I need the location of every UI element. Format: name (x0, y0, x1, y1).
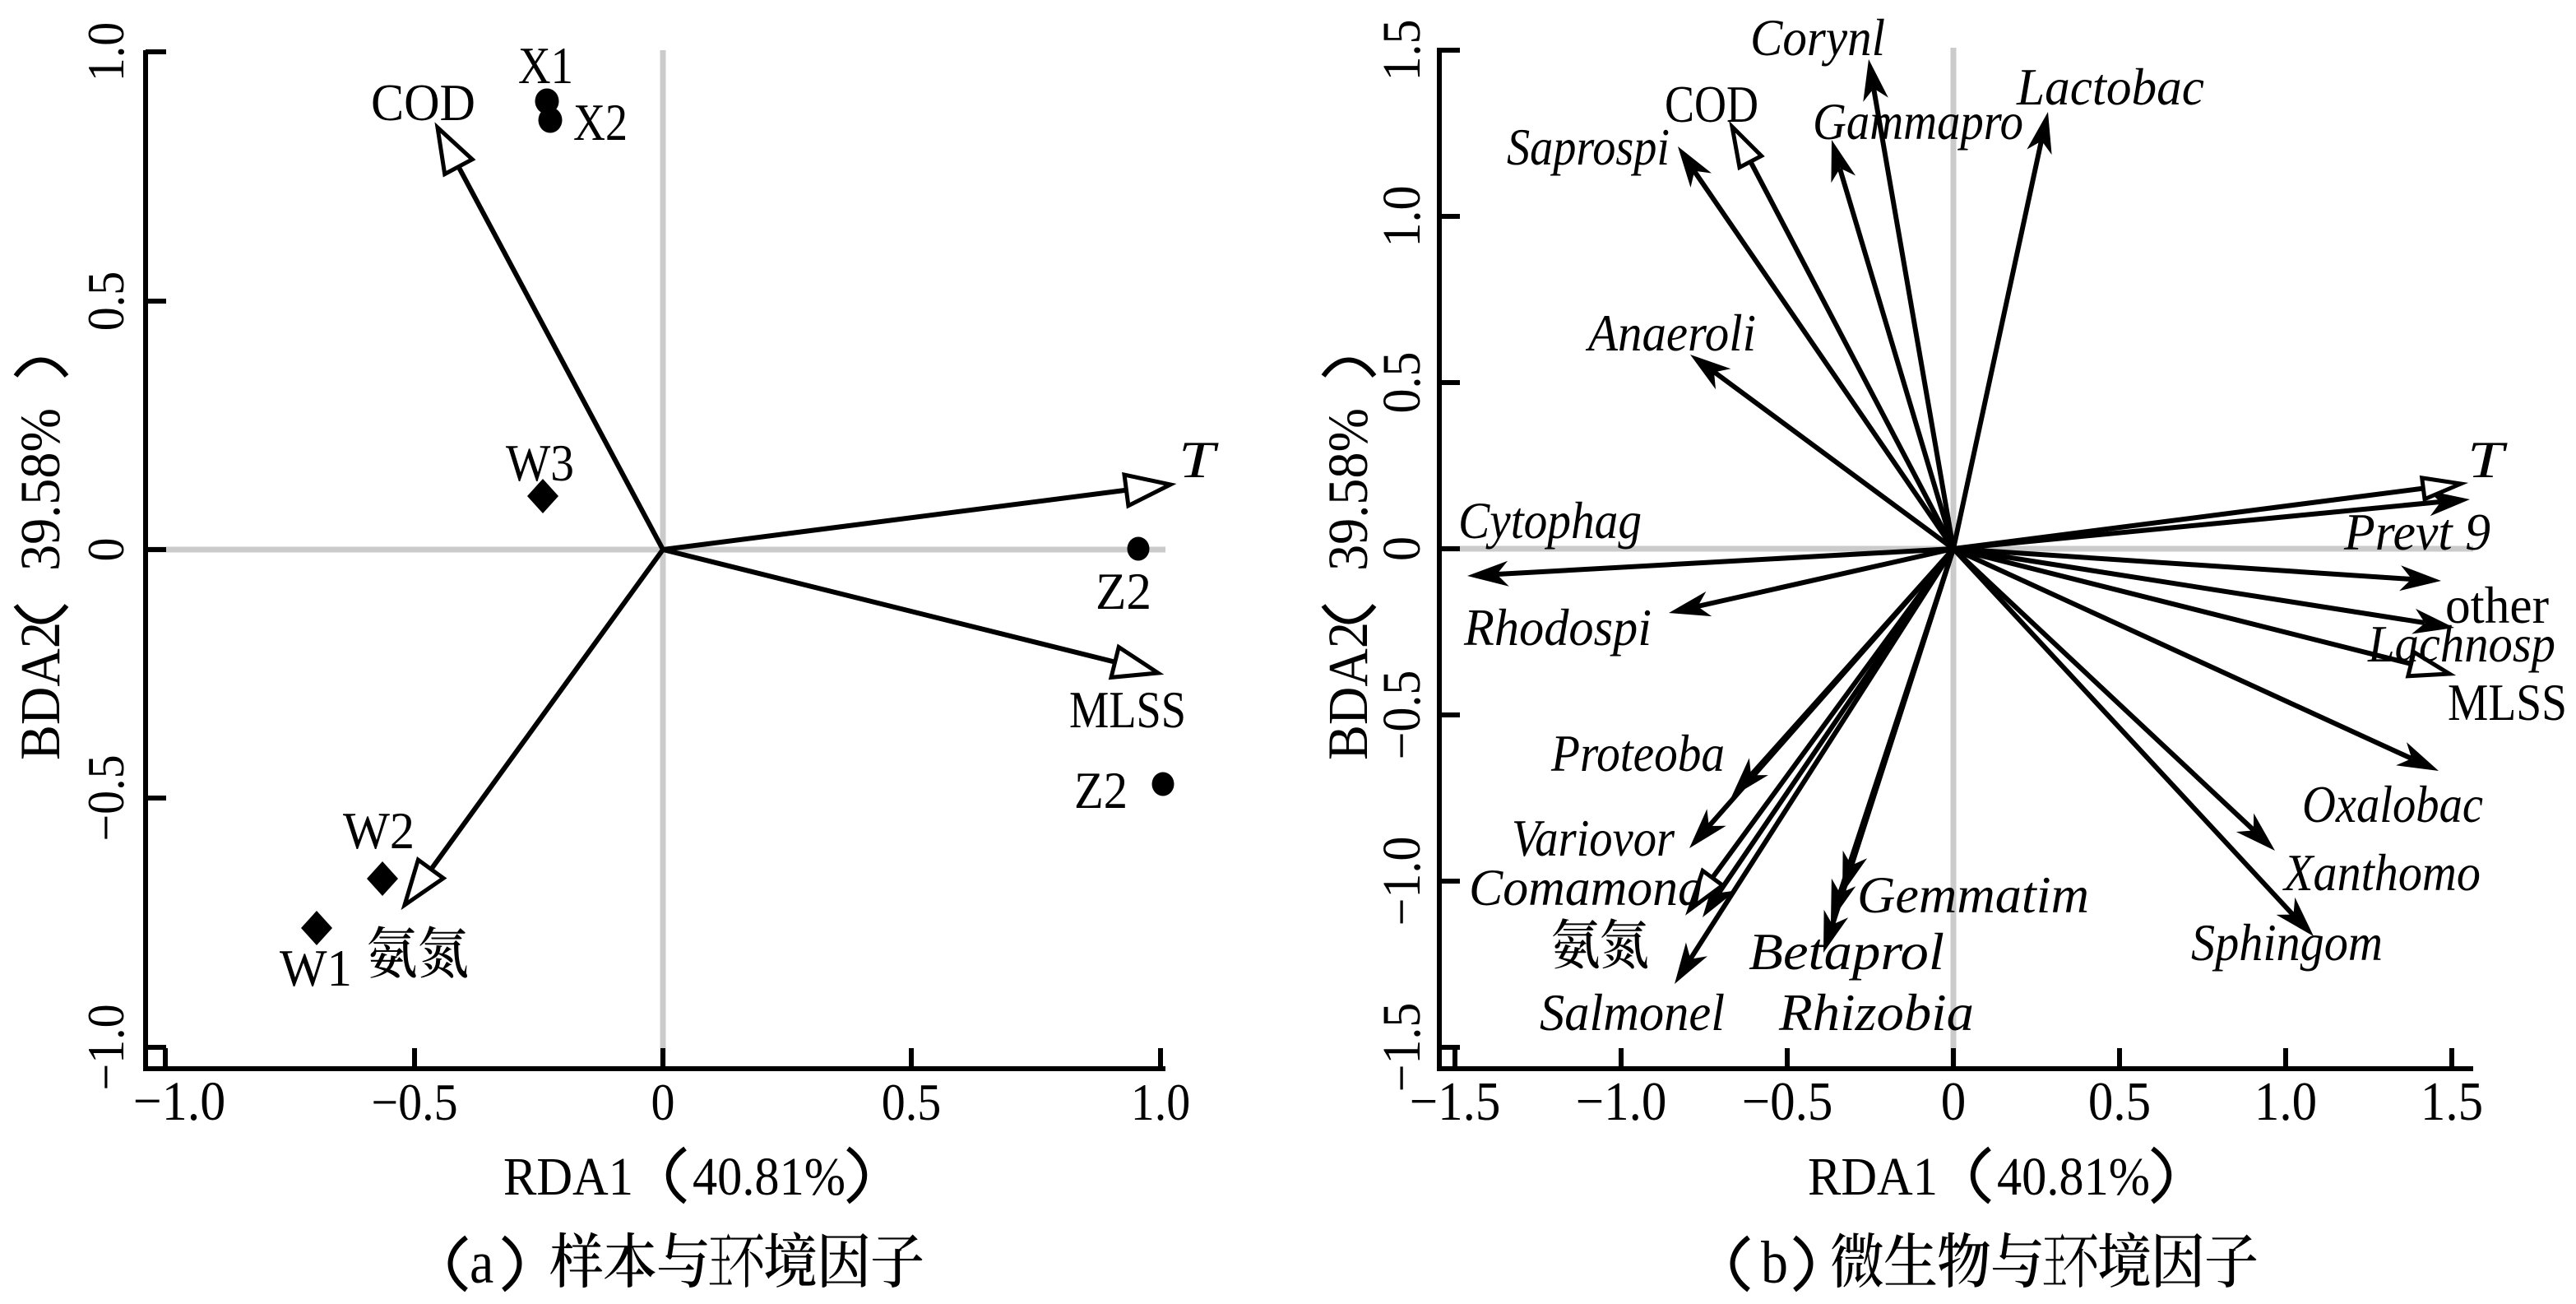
svg-text:0.5: 0.5 (2088, 1070, 2151, 1131)
svg-text:39.58%: 39.58% (1317, 408, 1379, 571)
svg-text:MLSS: MLSS (2448, 674, 2567, 732)
svg-text:Oxalobac: Oxalobac (2302, 776, 2483, 834)
svg-text:other: other (2445, 577, 2549, 635)
svg-text:40.81%: 40.81% (693, 1146, 846, 1206)
svg-text:0.5: 0.5 (882, 1074, 941, 1132)
svg-text:Lactobac: Lactobac (2016, 58, 2204, 117)
svg-text:40.81%: 40.81% (1997, 1146, 2150, 1206)
svg-text:COD: COD (1665, 76, 1758, 134)
svg-text:T: T (1179, 431, 1220, 490)
svg-text:−1.0: −1.0 (133, 1070, 225, 1132)
svg-text:Anaeroli: Anaeroli (1585, 304, 1756, 363)
svg-text:RDA1: RDA1 (503, 1146, 633, 1206)
svg-text:T: T (2467, 431, 2509, 490)
svg-text:Betaprol: Betaprol (1749, 923, 1944, 981)
svg-text:−1.5: −1.5 (1410, 1070, 1501, 1131)
svg-text:0: 0 (1371, 536, 1431, 561)
svg-text:Prevt 9: Prevt 9 (2343, 504, 2490, 562)
svg-text:1.0: 1.0 (1131, 1074, 1190, 1132)
svg-text:1.0: 1.0 (2254, 1070, 2317, 1131)
svg-text:1.0: 1.0 (78, 22, 136, 81)
svg-text:−0.5: −0.5 (78, 754, 136, 841)
svg-text:1.0: 1.0 (1371, 186, 1431, 248)
svg-text:b: b (1761, 1230, 1788, 1297)
svg-text:Sphingom: Sphingom (2191, 914, 2383, 972)
svg-text:Lachnosp: Lachnosp (2367, 615, 2555, 674)
svg-text:Proteoba: Proteoba (1550, 725, 1725, 783)
svg-text:−0.5: −0.5 (371, 1074, 457, 1132)
svg-text:Rhizobia: Rhizobia (1778, 984, 1974, 1042)
svg-text:Gemmatim: Gemmatim (1857, 866, 2089, 925)
svg-text:Gammapro: Gammapro (1813, 93, 2023, 151)
svg-text:0: 0 (651, 1074, 675, 1132)
svg-text:W3: W3 (506, 434, 574, 493)
svg-text:−1.5: −1.5 (1371, 1003, 1431, 1093)
svg-text:Salmonel: Salmonel (1540, 984, 1725, 1042)
svg-text:Xanthomo: Xanthomo (2282, 844, 2481, 903)
svg-text:−1.0: −1.0 (1576, 1070, 1667, 1131)
svg-text:0.5: 0.5 (1371, 352, 1431, 414)
svg-text:−1.0: −1.0 (78, 1004, 136, 1090)
svg-text:Saprospi: Saprospi (1507, 118, 1670, 177)
svg-text:BDA2: BDA2 (1317, 622, 1379, 760)
svg-text:Corynl: Corynl (1750, 9, 1885, 67)
svg-text:RDA1: RDA1 (1808, 1146, 1938, 1206)
svg-text:0: 0 (78, 538, 136, 562)
svg-text:W2: W2 (343, 802, 415, 861)
svg-text:0.5: 0.5 (78, 271, 136, 331)
svg-text:Z2: Z2 (1074, 762, 1128, 820)
svg-text:Z2: Z2 (1096, 563, 1151, 621)
svg-text:X2: X2 (573, 94, 628, 152)
svg-text:−0.5: −0.5 (1371, 671, 1431, 760)
svg-text:Rhodospi: Rhodospi (1463, 599, 1652, 657)
svg-text:W1: W1 (280, 940, 352, 998)
svg-text:1.5: 1.5 (2421, 1070, 2483, 1131)
svg-text:0: 0 (1941, 1070, 1967, 1131)
svg-text:X1: X1 (518, 37, 573, 95)
svg-text:1.5: 1.5 (1371, 20, 1431, 81)
svg-text:a: a (470, 1230, 493, 1297)
svg-text:Comamona: Comamona (1469, 859, 1703, 917)
svg-text:39.58%: 39.58% (9, 408, 72, 571)
svg-text:Cytophag: Cytophag (1458, 492, 1642, 550)
svg-text:−0.5: −0.5 (1742, 1070, 1833, 1131)
svg-text:BDA2: BDA2 (9, 622, 72, 760)
svg-text:−1.0: −1.0 (1371, 837, 1431, 926)
svg-text:MLSS: MLSS (1069, 681, 1186, 740)
svg-text:Variovor: Variovor (1512, 810, 1675, 868)
svg-text:COD: COD (371, 74, 475, 132)
